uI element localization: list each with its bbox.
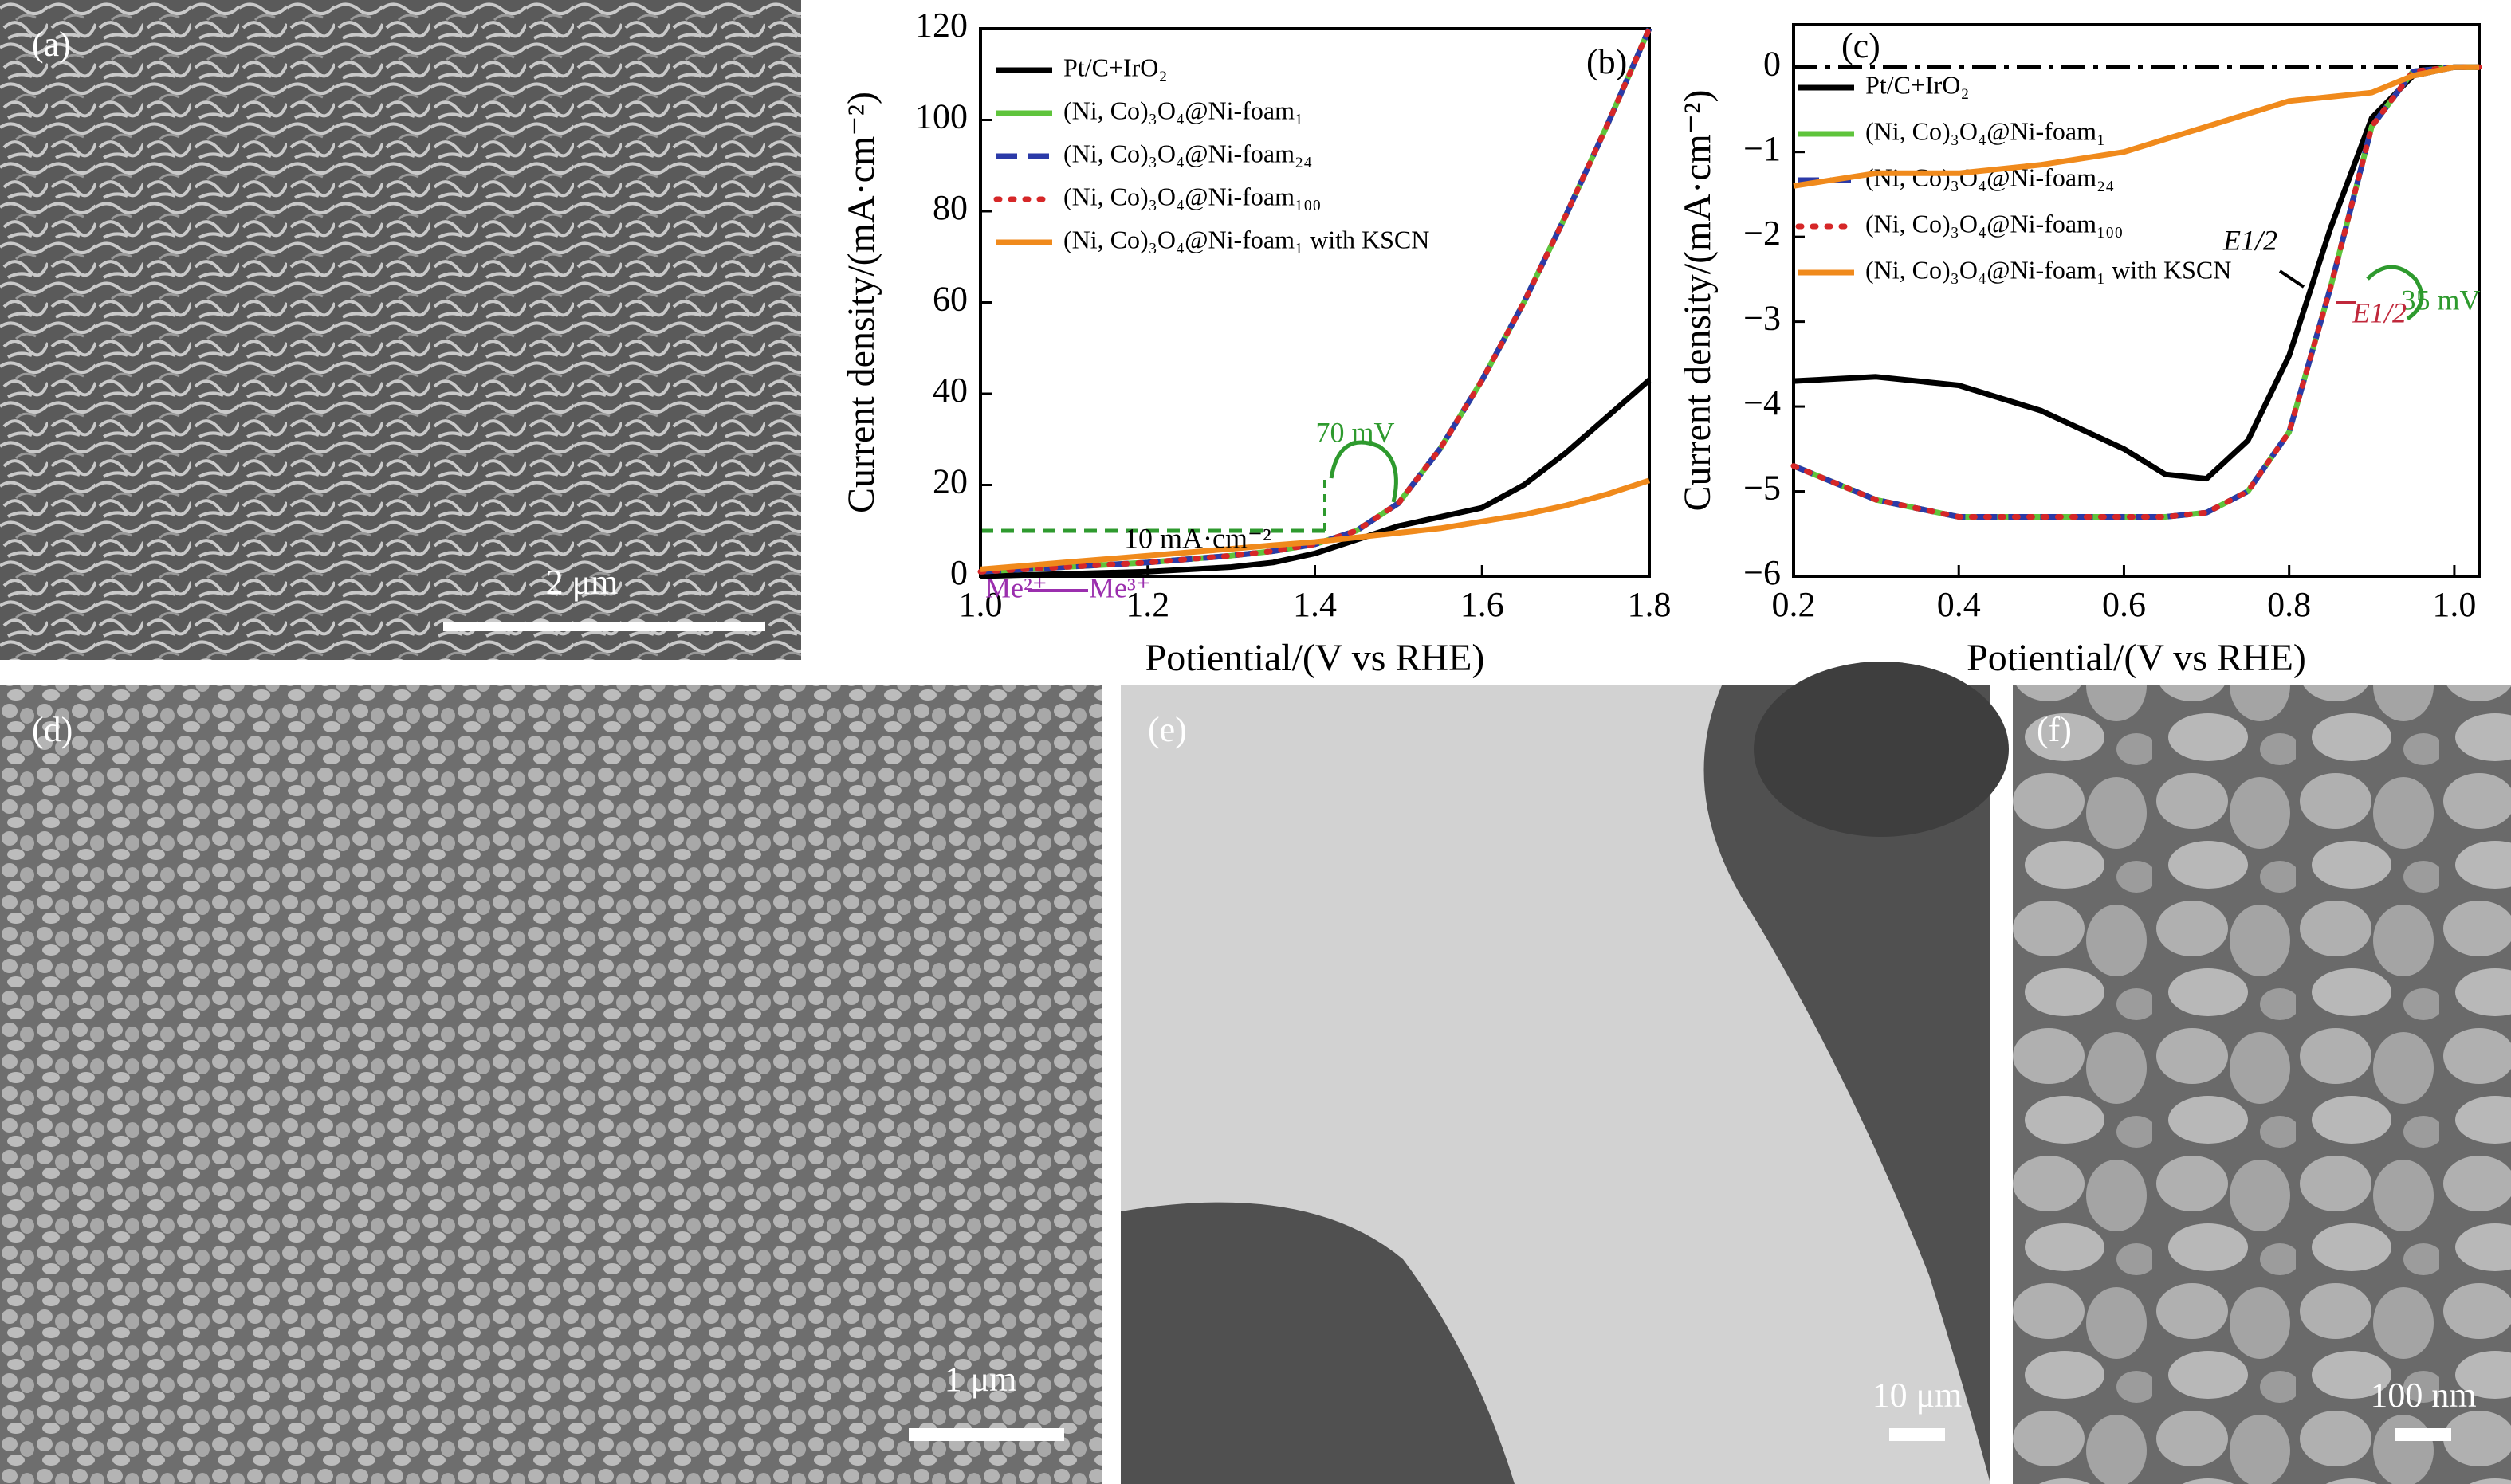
- scale-bar: [1889, 1428, 1945, 1441]
- y-axis-label: Current density/(mA·cm⁻²): [840, 92, 882, 513]
- legend-label: Pt/C+IrO₂: [1865, 70, 1970, 99]
- y-tick-label: −6: [1743, 553, 1781, 592]
- legend-label: Pt/C+IrO₂: [1063, 53, 1168, 81]
- x-tick-label: 0.8: [2267, 585, 2311, 624]
- scale-bar-label: 100 nm: [2370, 1376, 2476, 1415]
- plot-frame: [1792, 23, 2481, 578]
- annotation: 10 mA·cm⁻²: [1124, 522, 1271, 554]
- panel-label: (d): [32, 710, 73, 749]
- scale-bar: [2395, 1428, 2451, 1441]
- y-tick-label: 60: [933, 280, 968, 319]
- legend-label: (Ni, Co)₃O₄@Ni-foam₁₀₀: [1063, 182, 1321, 210]
- y-tick-label: −1: [1743, 129, 1781, 168]
- y-tick-label: 120: [915, 6, 968, 45]
- annotation: E1/2: [2222, 224, 2277, 256]
- panel-label: (f): [2037, 710, 2072, 749]
- x-axis-label: Potiential/(V vs RHE): [1145, 637, 1485, 679]
- legend-label: (Ni, Co)₃O₄@Ni-foam₁: [1063, 96, 1303, 124]
- y-tick-label: 40: [933, 371, 968, 410]
- annotation: Me³⁺: [1089, 571, 1151, 603]
- x-tick-label: 1.6: [1460, 585, 1504, 624]
- x-axis-label: Potiential/(V vs RHE): [1967, 637, 2306, 679]
- y-tick-label: 0: [1763, 44, 1781, 83]
- y-tick-label: −2: [1743, 214, 1781, 253]
- x-tick-label: 1.0: [2432, 585, 2476, 624]
- panel-label: (b): [1586, 42, 1627, 81]
- legend-label: (Ni, Co)₃O₄@Ni-foam₁ with KSCN: [1865, 255, 2231, 284]
- annotation: Me²⁺: [985, 571, 1047, 603]
- y-tick-label: −4: [1743, 383, 1781, 422]
- series-line: [1790, 64, 2482, 520]
- x-tick-label: 0.2: [1772, 585, 1816, 624]
- scale-bar: [443, 622, 765, 631]
- annotation-arrow: [1329, 440, 1398, 503]
- legend-label: (Ni, Co)₃O₄@Ni-foam₁ with KSCN: [1063, 225, 1429, 253]
- scale-bar-label: 2 μm: [546, 563, 619, 602]
- sem-image: [1121, 662, 2009, 1484]
- y-tick-label: −5: [1743, 469, 1781, 508]
- y-tick-label: 20: [933, 462, 968, 501]
- annotation: 70 mV: [1316, 416, 1395, 448]
- x-tick-label: 1.2: [1126, 585, 1169, 624]
- series-line: [980, 477, 1651, 572]
- panel-label: (c): [1841, 26, 1880, 65]
- y-tick-label: 80: [933, 188, 968, 227]
- y-tick-label: −3: [1743, 299, 1781, 338]
- x-tick-label: 0.4: [1937, 585, 1981, 624]
- sem-image: [0, 685, 1102, 1484]
- legend-label: (Ni, Co)₃O₄@Ni-foam₂₄: [1063, 139, 1312, 167]
- annotation: E1/2: [2352, 296, 2407, 328]
- scale-bar-label: 10 μm: [1872, 1376, 1963, 1415]
- panel-label: (a): [32, 25, 71, 64]
- sem-image: [2013, 685, 2511, 1484]
- legend-label: (Ni, Co)₃O₄@Ni-foam₁: [1865, 116, 2105, 145]
- x-tick-label: 1.0: [959, 585, 1003, 624]
- x-tick-label: 1.4: [1293, 585, 1337, 624]
- panel-label: (e): [1148, 710, 1187, 749]
- series-line: [977, 26, 1652, 575]
- y-tick-label: 100: [915, 97, 968, 136]
- scale-bar: [909, 1428, 1064, 1441]
- annotation-arrow: [2366, 265, 2424, 321]
- x-tick-label: 0.6: [2102, 585, 2146, 624]
- y-tick-label: 0: [950, 553, 968, 592]
- legend-label: (Ni, Co)₃O₄@Ni-foam₁₀₀: [1865, 209, 2123, 238]
- series-line: [1793, 64, 2479, 189]
- legend-label: (Ni, Co)₃O₄@Ni-foam₂₄: [1865, 163, 2114, 191]
- annotation: 35 mV: [2402, 284, 2481, 316]
- y-axis-label: Current density/(mA·cm⁻²): [1676, 90, 1719, 512]
- x-tick-label: 1.8: [1628, 585, 1672, 624]
- scale-bar-label: 1 μm: [945, 1360, 1017, 1399]
- annotation-arrow: [2278, 269, 2305, 289]
- sem-image: [0, 0, 801, 660]
